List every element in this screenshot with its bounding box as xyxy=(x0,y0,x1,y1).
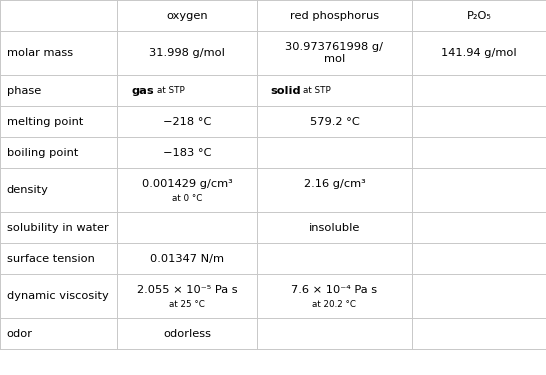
Text: molar mass: molar mass xyxy=(7,48,73,58)
Text: 30.973761998 g/
mol: 30.973761998 g/ mol xyxy=(286,42,383,64)
Text: boiling point: boiling point xyxy=(7,148,78,158)
Text: 141.94 g/mol: 141.94 g/mol xyxy=(441,48,517,58)
Text: at 0 °C: at 0 °C xyxy=(172,194,202,203)
Text: solubility in water: solubility in water xyxy=(7,223,108,233)
Text: −218 °C: −218 °C xyxy=(163,117,211,127)
Text: at STP: at STP xyxy=(303,86,331,95)
Text: oxygen: oxygen xyxy=(166,10,208,21)
Text: dynamic viscosity: dynamic viscosity xyxy=(7,291,108,302)
Text: 2.16 g/cm³: 2.16 g/cm³ xyxy=(304,179,365,189)
Text: −183 °C: −183 °C xyxy=(163,148,211,158)
Text: 579.2 °C: 579.2 °C xyxy=(310,117,359,127)
Text: at 20.2 °C: at 20.2 °C xyxy=(312,300,357,309)
Text: at 25 °C: at 25 °C xyxy=(169,300,205,309)
Text: density: density xyxy=(7,185,49,195)
Text: melting point: melting point xyxy=(7,117,83,127)
Text: 7.6 × 10⁻⁴ Pa s: 7.6 × 10⁻⁴ Pa s xyxy=(292,285,377,295)
Text: 0.001429 g/cm³: 0.001429 g/cm³ xyxy=(141,179,233,189)
Text: at STP: at STP xyxy=(157,86,185,95)
Text: odorless: odorless xyxy=(163,329,211,339)
Text: 0.01347 N/m: 0.01347 N/m xyxy=(150,254,224,264)
Text: odor: odor xyxy=(7,329,33,339)
Text: gas: gas xyxy=(131,86,153,96)
Text: phase: phase xyxy=(7,86,41,96)
Text: 31.998 g/mol: 31.998 g/mol xyxy=(149,48,225,58)
Text: insoluble: insoluble xyxy=(308,223,360,233)
Text: solid: solid xyxy=(270,86,301,96)
Text: 2.055 × 10⁻⁵ Pa s: 2.055 × 10⁻⁵ Pa s xyxy=(136,285,238,295)
Text: red phosphorus: red phosphorus xyxy=(290,10,379,21)
Text: surface tension: surface tension xyxy=(7,254,94,264)
Text: P₂O₅: P₂O₅ xyxy=(467,10,491,21)
